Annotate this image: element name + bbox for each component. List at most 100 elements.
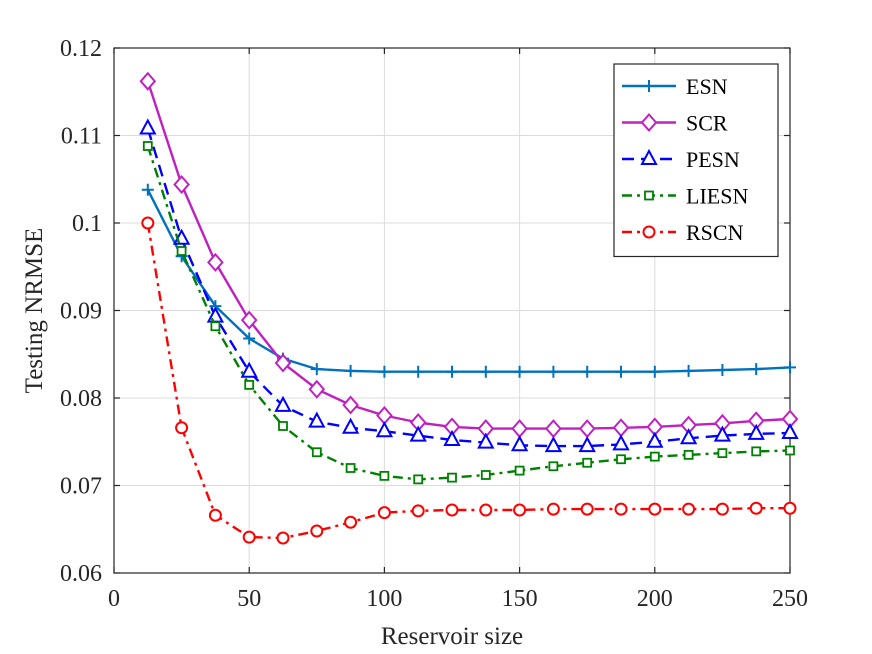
data-point-pesn bbox=[781, 422, 799, 439]
data-point-rscn bbox=[614, 502, 628, 516]
series-rscn bbox=[141, 216, 797, 545]
data-point-pesn bbox=[308, 411, 326, 428]
data-point-pesn bbox=[477, 432, 495, 449]
data-point-rscn bbox=[783, 501, 797, 515]
data-point-pesn bbox=[646, 431, 664, 448]
legend-label: ESN bbox=[686, 74, 728, 99]
legend-box bbox=[613, 63, 779, 258]
legend-label: SCR bbox=[686, 111, 728, 136]
data-point-rscn bbox=[276, 531, 290, 545]
data-point-rscn bbox=[479, 503, 493, 517]
data-point-rscn bbox=[141, 216, 155, 230]
axis-ticks: 0 50 100 150 200 250 0.06 0.07 0.08 0.09 0.1 0.11 0.… bbox=[60, 36, 808, 612]
data-point-scr bbox=[139, 71, 157, 91]
data-point-esn bbox=[648, 365, 661, 378]
data-point-scr bbox=[308, 379, 326, 399]
data-point-pesn bbox=[510, 435, 529, 452]
data-point-liesn bbox=[447, 472, 457, 483]
y-tick-label: 0.06 bbox=[60, 561, 102, 587]
data-point-rscn bbox=[749, 501, 763, 515]
series-lines bbox=[139, 71, 799, 545]
data-point-liesn bbox=[785, 445, 795, 456]
data-point-rscn bbox=[546, 502, 560, 516]
series-line-rscn bbox=[146, 222, 790, 540]
series-line-liesn bbox=[146, 145, 791, 481]
data-point-scr bbox=[207, 252, 224, 272]
data-point-rscn bbox=[377, 506, 391, 520]
data-point-esn bbox=[547, 365, 560, 378]
data-point-liesn bbox=[683, 449, 694, 460]
data-point-rscn bbox=[715, 502, 729, 516]
data-point-rscn bbox=[445, 503, 459, 517]
data-point-rscn bbox=[648, 502, 662, 516]
data-point-rscn bbox=[175, 421, 189, 435]
data-point-scr bbox=[376, 405, 393, 426]
data-point-rscn bbox=[682, 502, 696, 516]
data-point-esn bbox=[344, 364, 357, 377]
legend-marker bbox=[644, 190, 654, 201]
legend-label: RSCN bbox=[686, 220, 744, 245]
series-liesn bbox=[142, 141, 795, 485]
data-point-pesn bbox=[544, 436, 563, 453]
data-point-liesn bbox=[311, 447, 322, 458]
data-point-pesn bbox=[274, 395, 292, 412]
data-point-esn bbox=[141, 183, 154, 196]
data-point-pesn bbox=[240, 361, 258, 378]
data-point-esn bbox=[412, 365, 425, 378]
x-tick-label: 250 bbox=[772, 586, 808, 612]
y-tick-label: 0.12 bbox=[60, 36, 102, 62]
data-point-pesn bbox=[139, 118, 157, 135]
data-point-scr bbox=[240, 310, 258, 330]
series-scr bbox=[139, 71, 799, 439]
y-tick-label: 0.07 bbox=[60, 474, 102, 500]
data-point-liesn bbox=[379, 470, 390, 481]
data-point-esn bbox=[716, 364, 729, 376]
data-point-pesn bbox=[679, 428, 698, 445]
x-axis-title: Reservoir size bbox=[381, 623, 523, 650]
data-point-scr bbox=[274, 353, 292, 373]
data-point-scr bbox=[545, 419, 562, 439]
data-point-liesn bbox=[649, 451, 660, 462]
data-point-esn bbox=[615, 365, 627, 378]
legend: ESN SCR PESN LIESN RSCN bbox=[613, 63, 779, 258]
data-point-esn bbox=[784, 361, 796, 374]
data-point-rscn bbox=[208, 508, 222, 522]
data-point-liesn bbox=[278, 421, 288, 431]
data-point-rscn bbox=[513, 503, 527, 517]
y-tick-label: 0.1 bbox=[72, 211, 102, 237]
x-tick-label: 150 bbox=[502, 586, 538, 612]
x-tick-label: 50 bbox=[237, 586, 261, 612]
data-point-pesn bbox=[578, 436, 596, 453]
y-tick-label: 0.08 bbox=[60, 386, 102, 412]
data-point-liesn bbox=[210, 321, 221, 332]
data-point-liesn bbox=[176, 246, 187, 256]
data-point-liesn bbox=[582, 457, 593, 468]
legend-label: LIESN bbox=[686, 184, 748, 209]
legend-entry-scr: SCR bbox=[622, 111, 728, 136]
data-point-liesn bbox=[548, 461, 559, 472]
data-point-pesn bbox=[443, 429, 461, 446]
legend-marker bbox=[640, 148, 658, 165]
data-point-liesn bbox=[514, 465, 525, 476]
data-point-rscn bbox=[344, 515, 358, 529]
data-point-liesn bbox=[717, 448, 728, 459]
data-point-liesn bbox=[244, 379, 255, 390]
data-point-pesn bbox=[612, 434, 630, 451]
legend-entry-liesn: LIESN bbox=[622, 184, 748, 209]
data-point-pesn bbox=[747, 423, 765, 440]
data-point-esn bbox=[378, 365, 391, 378]
data-point-liesn bbox=[480, 470, 491, 480]
data-point-esn bbox=[479, 365, 492, 378]
data-point-rscn bbox=[242, 530, 256, 544]
data-point-esn bbox=[581, 365, 594, 378]
data-point-esn bbox=[682, 364, 695, 377]
series-pesn bbox=[139, 118, 799, 453]
data-point-rscn bbox=[310, 524, 324, 538]
data-point-scr bbox=[342, 395, 359, 415]
data-point-esn bbox=[446, 365, 458, 378]
data-point-scr bbox=[612, 418, 630, 438]
data-point-esn bbox=[243, 332, 256, 345]
y-axis-title: Testing NRMSE bbox=[21, 228, 48, 394]
legend-marker bbox=[642, 225, 656, 239]
